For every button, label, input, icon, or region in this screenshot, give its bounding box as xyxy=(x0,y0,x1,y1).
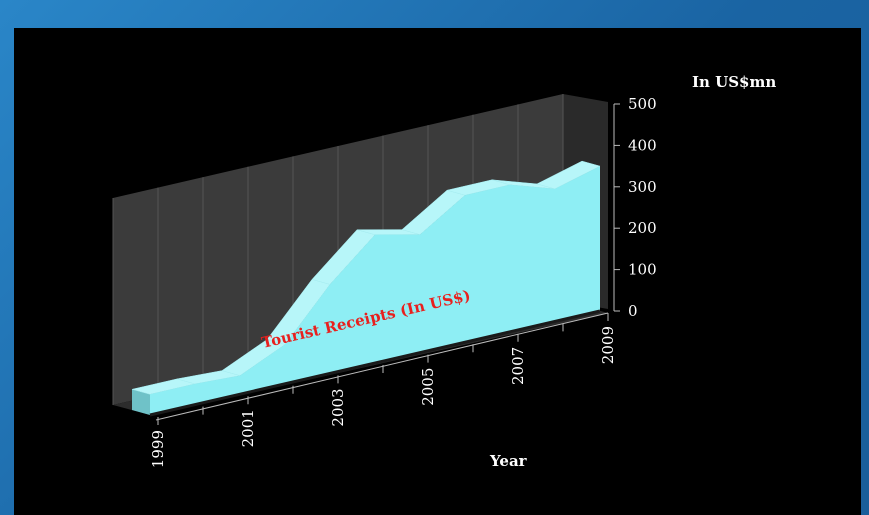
area-base-edge xyxy=(149,309,601,417)
y-tick-label: 100 xyxy=(628,261,657,279)
x-tick-label: 2007 xyxy=(509,347,527,385)
y-tick-label: 200 xyxy=(628,219,657,237)
y-axis-title: In US$mn xyxy=(692,73,776,91)
area-end-cap xyxy=(132,389,150,415)
x-tick-label: 2003 xyxy=(329,388,347,426)
x-tick-label: 2009 xyxy=(599,326,617,364)
y-tick-label: 300 xyxy=(628,178,657,196)
area-front-face xyxy=(150,166,600,415)
x-tick-label: 2001 xyxy=(239,409,257,447)
x-tick-label: 1999 xyxy=(149,430,167,468)
chart-axes: 0 100 200 300 400 500 1999 2001 2003 2005 2007 2009 xyxy=(149,95,657,468)
x-axis-line xyxy=(155,312,609,421)
x-tick-label: 2005 xyxy=(419,368,437,406)
y-tick-label: 500 xyxy=(628,95,657,113)
y-tick-label: 400 xyxy=(628,136,657,154)
x-axis-title: Year xyxy=(489,452,528,470)
y-tick-label: 0 xyxy=(628,302,638,320)
chart-area-series xyxy=(131,160,601,417)
